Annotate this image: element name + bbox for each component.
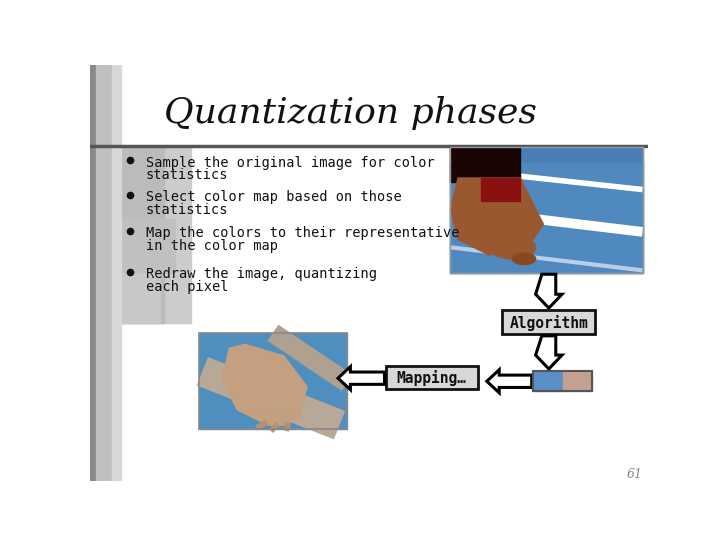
Bar [121, 146, 163, 323]
Bar [121, 146, 191, 323]
Bar [90, 65, 96, 481]
Polygon shape [536, 274, 562, 308]
Text: 61: 61 [627, 468, 643, 481]
Bar [112, 65, 121, 481]
Text: Mapping…: Mapping… [397, 370, 467, 386]
FancyBboxPatch shape [386, 366, 477, 389]
Text: Map the colors to their representative: Map the colors to their representative [145, 226, 459, 240]
FancyBboxPatch shape [503, 309, 595, 334]
Ellipse shape [258, 409, 294, 426]
Ellipse shape [489, 236, 536, 259]
Ellipse shape [513, 253, 536, 265]
Text: Algorithm: Algorithm [510, 315, 588, 330]
Text: Select color map based on those: Select color map based on those [145, 190, 402, 204]
Text: Quantization phases: Quantization phases [163, 96, 536, 130]
Bar [199, 333, 347, 429]
Text: Redraw the image, quantizing: Redraw the image, quantizing [145, 267, 377, 281]
Polygon shape [338, 367, 384, 390]
Bar [96, 65, 112, 481]
Text: Sample the original image for color: Sample the original image for color [145, 156, 435, 170]
Bar [534, 372, 592, 392]
Bar [451, 147, 642, 273]
Text: in the color map: in the color map [145, 239, 278, 253]
Polygon shape [222, 345, 307, 425]
Bar [199, 333, 347, 429]
Bar [451, 147, 520, 182]
Bar [90, 65, 648, 146]
Bar [451, 147, 642, 273]
Text: each pixel: each pixel [145, 280, 228, 294]
Bar [482, 178, 520, 201]
Text: statistics: statistics [145, 168, 228, 182]
Text: statistics: statistics [145, 202, 228, 217]
Bar [121, 273, 160, 323]
Bar [121, 146, 679, 481]
Bar [451, 163, 642, 273]
Polygon shape [451, 178, 544, 255]
Bar [563, 372, 593, 392]
Bar [121, 219, 175, 273]
Polygon shape [487, 370, 532, 393]
Bar [534, 372, 563, 392]
Polygon shape [536, 336, 562, 369]
